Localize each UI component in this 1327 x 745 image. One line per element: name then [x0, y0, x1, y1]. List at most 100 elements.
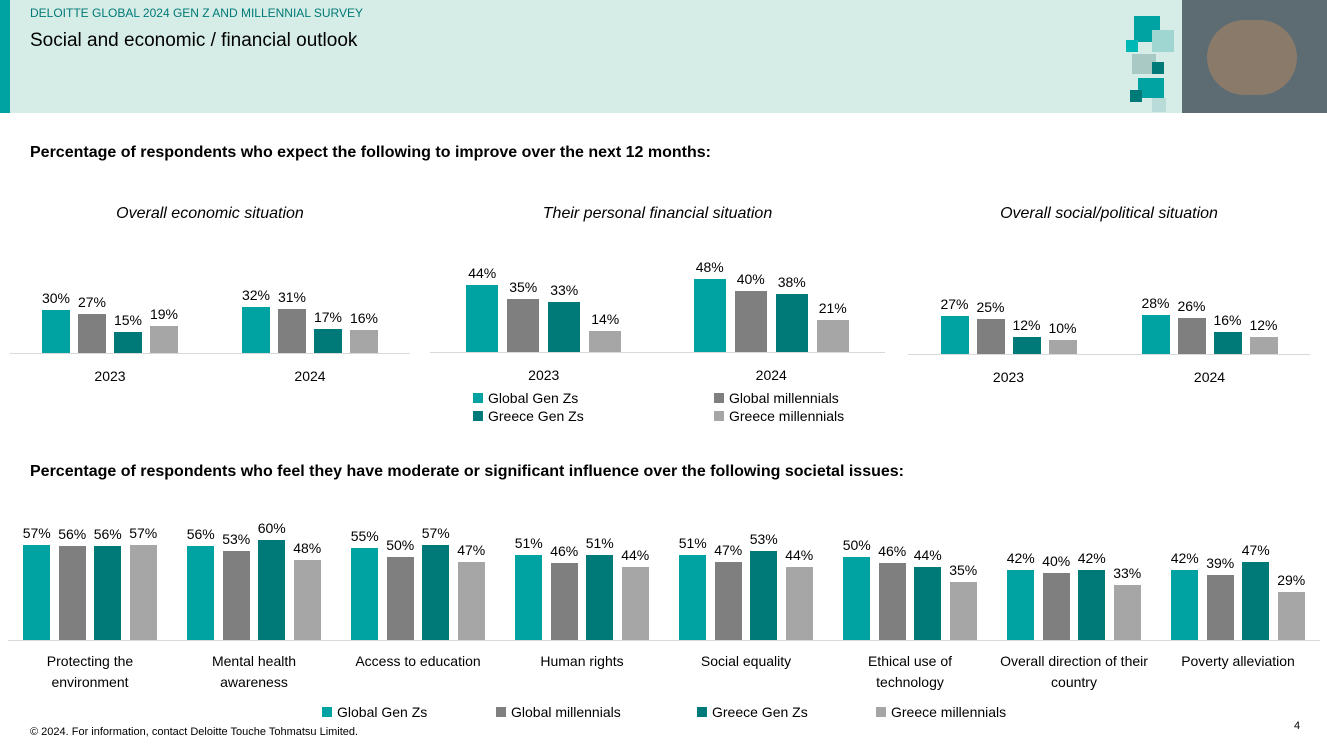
bar [150, 325, 178, 353]
bar [621, 566, 649, 640]
value-label: 47% [714, 541, 743, 558]
bar [1048, 340, 1077, 354]
legend-swatch [697, 707, 707, 717]
value-label: 42% [1006, 549, 1035, 566]
legend-item: Greece millennials [714, 408, 844, 424]
legend-item: Global millennials [496, 704, 621, 720]
accent-strip [0, 0, 10, 113]
value-label: 56% [58, 526, 87, 543]
bar [222, 551, 250, 640]
bar [914, 566, 942, 640]
legend-swatch [473, 393, 483, 403]
value-label: 44% [621, 546, 650, 563]
value-label: 47% [457, 541, 486, 558]
bar [258, 539, 286, 640]
bar [843, 556, 871, 640]
bar [775, 294, 808, 352]
value-label: 40% [1042, 553, 1071, 570]
x-tick-label: 2024 [1193, 369, 1226, 385]
value-label: 44% [468, 265, 497, 282]
value-label: 10% [1048, 320, 1077, 336]
section-title: Percentage of respondents who expect the… [30, 144, 711, 161]
value-label: 57% [129, 524, 158, 541]
value-label: 19% [149, 305, 179, 322]
bar [940, 316, 969, 354]
bar [1177, 317, 1206, 354]
bar [586, 554, 614, 640]
bar [23, 544, 51, 640]
value-label: 25% [976, 299, 1005, 315]
value-label: 33% [550, 281, 579, 298]
bar [515, 554, 543, 640]
bar [1078, 569, 1106, 640]
legend-label: Greece Gen Zs [488, 408, 584, 424]
value-label: 33% [1113, 564, 1142, 581]
legend-label: Global Gen Zs [337, 704, 428, 720]
legend-item: Greece millennials [876, 704, 1006, 720]
section-title: Percentage of respondents who feel they … [30, 463, 904, 480]
legend-item: Global Gen Zs [322, 704, 427, 720]
value-label: 42% [1077, 549, 1106, 566]
legend-label: Global Gen Zs [488, 390, 579, 406]
bar [1113, 584, 1141, 640]
value-label: 56% [93, 526, 122, 543]
value-label: 50% [842, 536, 871, 553]
value-label: 35% [949, 561, 978, 578]
bar [129, 544, 157, 640]
bar [314, 328, 342, 353]
value-label: 28% [1141, 294, 1170, 311]
bar [785, 566, 813, 640]
value-label: 50% [386, 536, 415, 553]
legend-swatch [322, 707, 332, 717]
bar [293, 559, 321, 640]
x-tick-label: Overall direction of their country [1000, 653, 1148, 690]
legend-label: Global millennials [511, 704, 621, 720]
x-tick-label: Protecting the environment [46, 653, 134, 690]
value-label: 53% [749, 531, 778, 548]
chart-title: Overall social/political situation [1000, 205, 1218, 222]
bar [114, 331, 142, 353]
bar [734, 291, 767, 352]
value-label: 39% [1206, 554, 1235, 571]
x-tick-label: 2023 [992, 369, 1025, 385]
bar [1213, 331, 1242, 354]
x-tick-label: Poverty alleviation [1181, 653, 1295, 669]
baseline [8, 640, 1320, 641]
value-label: 44% [785, 546, 814, 563]
bar [693, 279, 726, 352]
chart-title: Their personal financial situation [542, 205, 773, 222]
legend-label: Global millennials [729, 390, 839, 406]
bar [350, 330, 378, 353]
value-label: 42% [1170, 549, 1199, 566]
bar [42, 310, 70, 353]
x-tick-label: Social equality [700, 653, 792, 669]
bar [714, 561, 742, 640]
chart-title: Overall economic situation [116, 205, 304, 222]
bar [1242, 561, 1270, 640]
bar [278, 308, 306, 353]
legend-swatch [473, 411, 483, 421]
value-label: 51% [678, 534, 707, 551]
value-label: 51% [514, 534, 543, 551]
baseline [10, 353, 410, 354]
value-label: 32% [241, 287, 271, 304]
value-label: 51% [585, 534, 614, 551]
bar [750, 551, 778, 640]
value-label: 44% [913, 546, 942, 563]
value-label: 48% [695, 259, 724, 276]
bar [589, 330, 622, 352]
legend-swatch [876, 707, 886, 717]
value-label: 46% [550, 543, 579, 560]
value-label: 12% [1012, 317, 1041, 334]
bar [949, 581, 977, 640]
legend-item: Global millennials [714, 390, 839, 406]
value-label: 38% [777, 274, 806, 291]
slide-title: Social and economic / financial outlook [30, 30, 358, 51]
value-label: 47% [1241, 541, 1270, 558]
value-label: 12% [1249, 317, 1278, 334]
bar [242, 307, 270, 353]
bar [1141, 314, 1170, 354]
bar [466, 285, 499, 352]
bar [816, 320, 849, 352]
bar [1171, 569, 1199, 640]
